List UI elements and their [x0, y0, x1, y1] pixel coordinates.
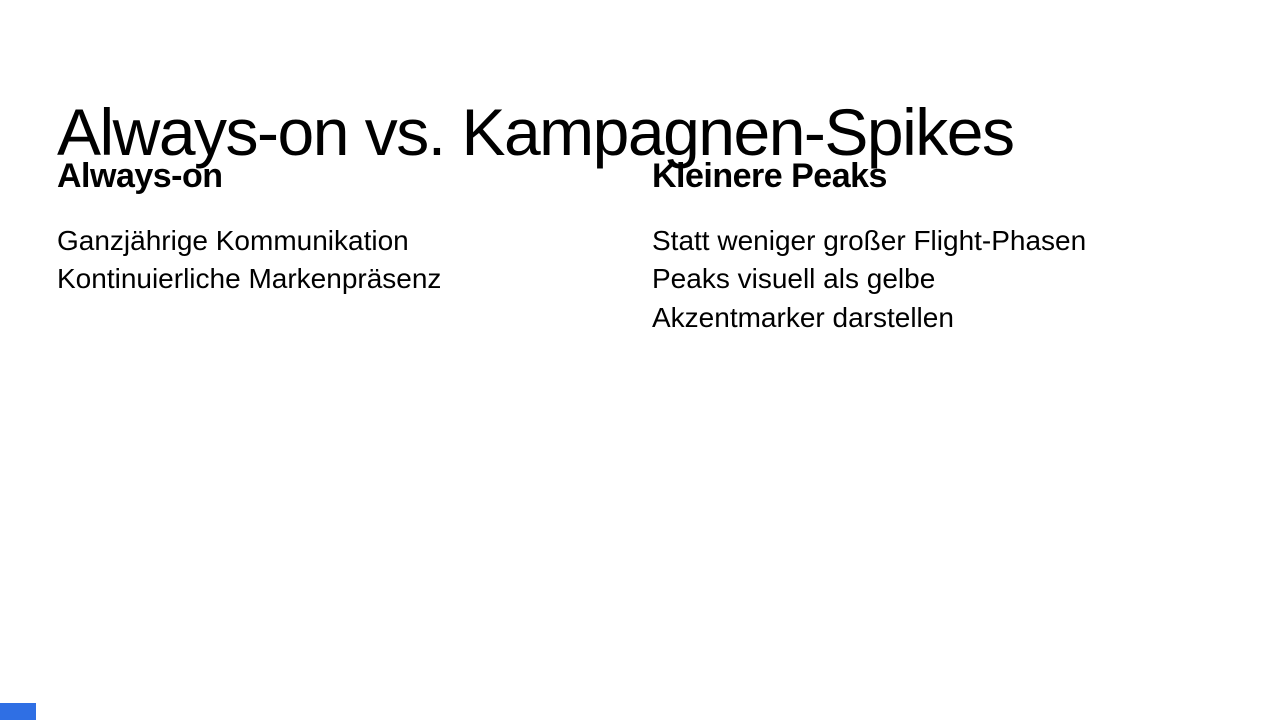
column-heading-kleinere-peaks: Kleinere Peaks	[652, 157, 887, 195]
body-line: Peaks visuell als gelbe Akzentmarker dar…	[652, 263, 954, 333]
accent-bar	[0, 703, 36, 720]
slide-title: Always-on vs. Kampagnen-Spikes	[57, 95, 1015, 170]
column-body-kleinere-peaks: Statt weniger großer Flight-Phasen Peaks…	[652, 222, 1097, 338]
column-always-on: Always-on Ganzjährige Kommunikation Kont…	[57, 156, 617, 299]
column-kleinere-peaks: Kleinere Peaks Statt weniger großer Flig…	[652, 156, 1097, 337]
column-heading-always-on: Always-on	[57, 157, 223, 195]
column-body-always-on: Ganzjährige Kommunikation Kontinuierlich…	[57, 222, 617, 299]
body-line: Statt weniger großer Flight-Phasen	[652, 224, 1087, 256]
body-line: Ganzjährige Kommunikation	[57, 224, 409, 256]
body-line: Kontinuierliche Markenpräsenz	[57, 263, 442, 295]
